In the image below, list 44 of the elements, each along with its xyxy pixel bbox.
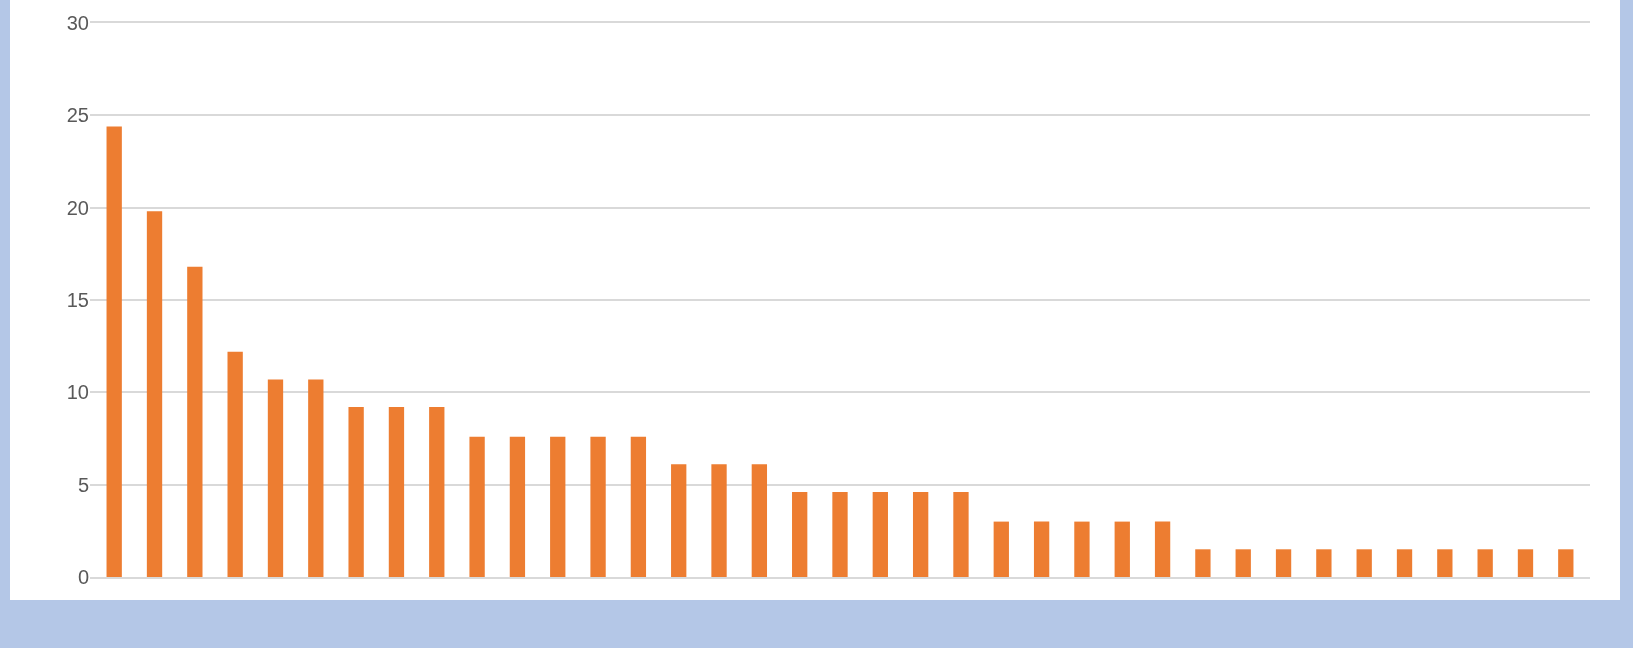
bar	[1275, 549, 1292, 577]
bar	[106, 126, 122, 577]
bar	[146, 211, 163, 577]
bar	[912, 492, 929, 577]
bar	[429, 407, 445, 577]
bar	[1477, 549, 1493, 577]
bar	[348, 407, 364, 577]
bar	[1396, 549, 1413, 577]
bar	[832, 492, 848, 577]
bar	[671, 464, 687, 577]
bar	[550, 436, 566, 577]
y-tick-label: 10	[66, 381, 89, 404]
bar	[267, 379, 284, 577]
bar	[751, 464, 768, 577]
bar	[469, 436, 485, 577]
bar	[187, 266, 203, 577]
bar	[509, 436, 526, 577]
y-tick-label: 20	[66, 196, 89, 219]
bar	[993, 521, 1009, 577]
y-tick-label: 15	[66, 289, 89, 311]
bar	[1356, 549, 1372, 577]
bar	[792, 492, 808, 577]
y-tick-label: 5	[77, 473, 89, 496]
bar	[1437, 549, 1453, 577]
bar	[1195, 549, 1211, 577]
bar	[590, 436, 606, 577]
bar	[1033, 521, 1050, 577]
bar	[630, 436, 647, 577]
bar	[872, 492, 888, 577]
bar	[1114, 521, 1130, 577]
bar	[1558, 549, 1574, 577]
bar	[1316, 549, 1332, 577]
y-tick-label: 25	[66, 104, 89, 127]
bar	[953, 492, 969, 577]
bar	[1517, 549, 1534, 577]
bar	[308, 379, 324, 577]
y-tick-label: 0	[77, 566, 89, 588]
bar	[1154, 521, 1171, 577]
bar	[388, 407, 405, 577]
y-tick-label: 30	[66, 12, 89, 34]
bar	[711, 464, 727, 577]
bar	[1235, 549, 1251, 577]
bar	[1074, 521, 1090, 577]
bar	[227, 351, 243, 577]
